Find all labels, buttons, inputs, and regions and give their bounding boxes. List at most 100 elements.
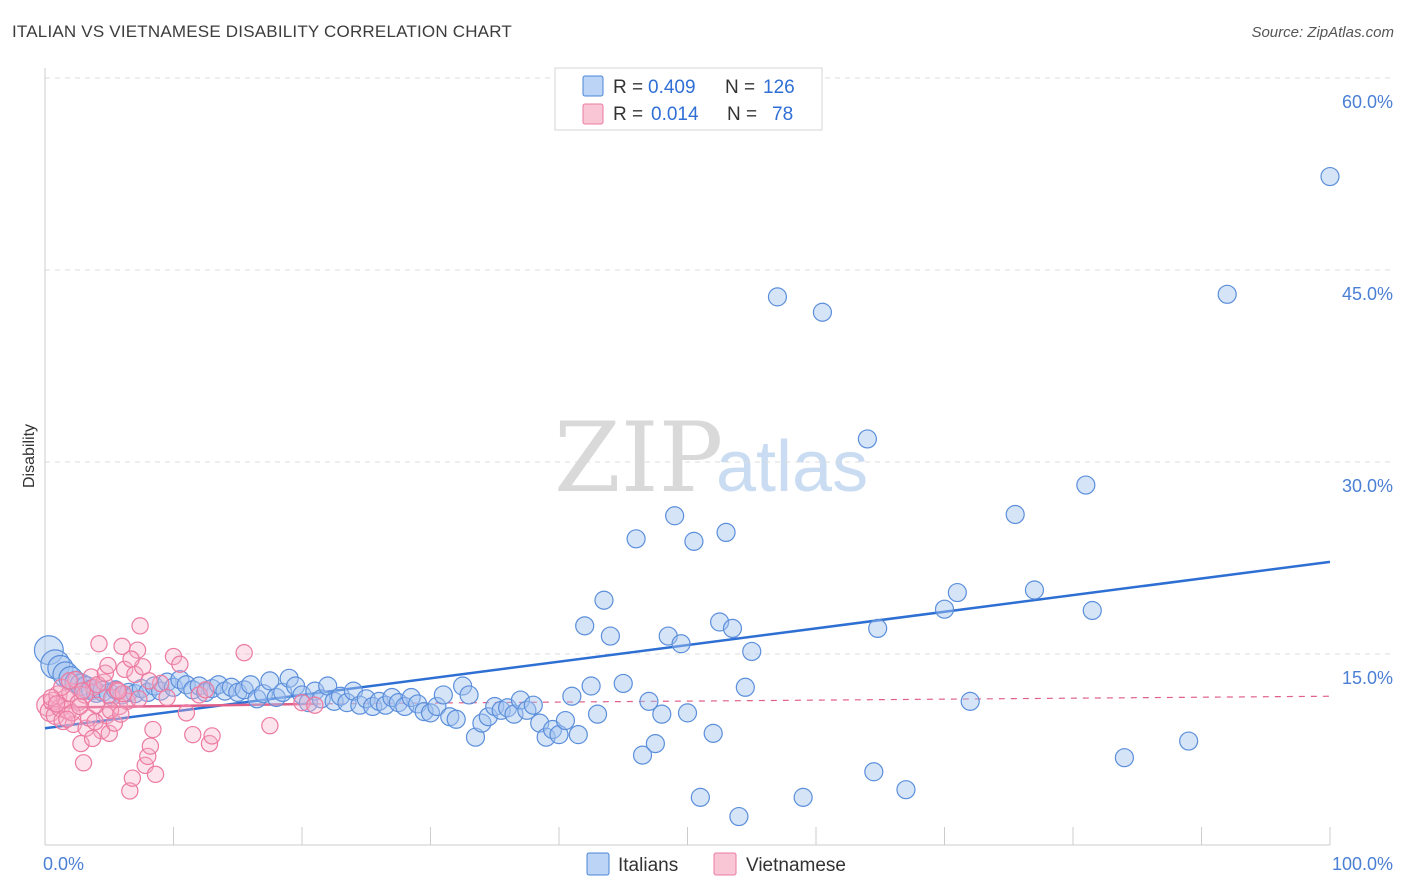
italians-point-39 xyxy=(279,668,299,688)
italians-point-106 xyxy=(729,806,749,827)
vietnamese-point-14 xyxy=(74,754,93,772)
gridlines xyxy=(45,77,1392,655)
vietnamese-point-30 xyxy=(115,660,134,679)
legend-italians-n-label: N = xyxy=(725,77,755,98)
italians-point-102 xyxy=(703,723,723,743)
vietnamese-point-52 xyxy=(203,727,221,745)
legend-top: R = 0.409 N = 126 R = 0.014 N = 78 xyxy=(554,67,823,131)
vietnamese-trend-dashed xyxy=(314,695,1331,705)
italians-point-77 xyxy=(523,695,543,715)
vietnamese-point-20 xyxy=(90,635,108,653)
italians-point-118 xyxy=(960,691,980,711)
italians-point-68 xyxy=(465,727,486,747)
italians-point-97 xyxy=(665,506,685,526)
italians-point-86 xyxy=(581,676,601,696)
italians-point-62 xyxy=(427,696,447,717)
italians-point-90 xyxy=(613,673,633,694)
italians-point-107 xyxy=(735,677,755,697)
italians-point-43 xyxy=(305,681,325,701)
vietnamese-point-35 xyxy=(128,641,147,659)
italians-point-37 xyxy=(266,687,286,708)
tick-labels: 15.0% 30.0% 45.0% 60.0% 0.0% 100.0% xyxy=(43,92,1393,874)
vietnamese-point-71 xyxy=(140,672,158,690)
italians-point-94 xyxy=(645,733,665,754)
vietnamese-point-24 xyxy=(100,724,118,743)
italians-point-84 xyxy=(568,725,588,745)
vietnamese-point-56 xyxy=(306,696,324,714)
legend-italians-n-value: 126 xyxy=(763,77,795,98)
vietnamese-point-39 xyxy=(139,747,157,766)
italians-point-18 xyxy=(144,676,164,696)
italians-point-125 xyxy=(1217,284,1237,304)
vietnamese-point-72 xyxy=(47,695,66,713)
legend-vietnamese-swatch xyxy=(582,103,604,125)
italians-point-65 xyxy=(446,709,466,729)
legend-bottom: Italians Vietnamese xyxy=(586,852,846,876)
italians-point-87 xyxy=(587,704,608,724)
italians-point-34 xyxy=(247,689,267,709)
italians-point-110 xyxy=(793,787,813,807)
vietnamese-point-46 xyxy=(171,655,189,673)
y-axis-label: Disability xyxy=(21,424,38,488)
italians-point-101 xyxy=(690,787,710,807)
italians-point-95 xyxy=(652,704,672,724)
italians-point-81 xyxy=(549,725,569,745)
vietnamese-point-32 xyxy=(121,782,139,800)
vietnamese-point-40 xyxy=(141,737,160,755)
italians-point-98 xyxy=(671,634,691,654)
italians-point-119 xyxy=(1005,504,1025,525)
chart-source: Source: ZipAtlas.com xyxy=(1251,24,1394,41)
vietnamese-point-66 xyxy=(83,729,102,748)
italians-point-67 xyxy=(459,685,479,705)
italians-point-108 xyxy=(742,641,762,662)
y-tick-label-0: 15.0% xyxy=(1342,668,1393,688)
vietnamese-point-47 xyxy=(177,704,196,722)
x-tick-label-1: 100.0% xyxy=(1332,854,1393,874)
italians-point-113 xyxy=(864,762,884,782)
vietnamese-point-48 xyxy=(184,725,202,744)
legend-italians-r-value: 0.409 xyxy=(648,77,696,98)
italians-point-126 xyxy=(1320,166,1340,187)
vietnamese-point-42 xyxy=(146,765,165,784)
italians-point-116 xyxy=(934,599,955,619)
vietnamese-point-75 xyxy=(86,713,104,731)
italians-point-93 xyxy=(639,691,659,711)
vietnamese-point-74 xyxy=(73,682,91,700)
vietnamese-point-33 xyxy=(123,769,142,787)
vietnamese-point-70 xyxy=(130,690,148,708)
italians-point-83 xyxy=(562,686,582,706)
italians-point-89 xyxy=(600,626,621,646)
italians-point-76 xyxy=(517,700,537,720)
italians-point-112 xyxy=(857,429,878,449)
legend-bottom-italians-swatch xyxy=(586,852,610,876)
legend-italians-swatch xyxy=(582,75,604,97)
italians-point-74 xyxy=(504,704,524,724)
legend-vietnamese-r-value: 0.014 xyxy=(651,104,699,125)
vietnamese-point-26 xyxy=(105,714,124,732)
vietnamese-point-76 xyxy=(99,656,117,675)
italians-point-114 xyxy=(868,618,888,639)
italians-point-22 xyxy=(170,669,190,690)
watermark-atlas: atlas xyxy=(716,427,868,507)
italians-point-91 xyxy=(626,529,646,549)
italians-point-115 xyxy=(896,780,916,800)
italians-point-120 xyxy=(1024,580,1045,600)
vietnamese-point-77 xyxy=(112,705,130,723)
vietnamese-point-44 xyxy=(158,688,176,707)
italians-point-36 xyxy=(260,671,280,691)
vietnamese-point-54 xyxy=(261,716,279,735)
legend-italians-r-label: R = xyxy=(613,77,643,98)
italians-point-123 xyxy=(1114,748,1135,768)
vietnamese-point-55 xyxy=(293,693,311,712)
vietnamese-point-65 xyxy=(70,697,89,716)
legend-bottom-italians-label: Italians xyxy=(618,855,678,876)
watermark-zip: ZIP xyxy=(554,402,723,514)
italians-point-105 xyxy=(722,618,743,639)
legend-bottom-vietnamese-label: Vietnamese xyxy=(746,855,846,876)
y-tick-label-3: 60.0% xyxy=(1342,92,1393,112)
vietnamese-point-53 xyxy=(235,644,253,662)
italians-point-82 xyxy=(555,710,576,731)
italians-point-85 xyxy=(575,616,595,636)
vietnamese-point-61 xyxy=(101,701,120,720)
